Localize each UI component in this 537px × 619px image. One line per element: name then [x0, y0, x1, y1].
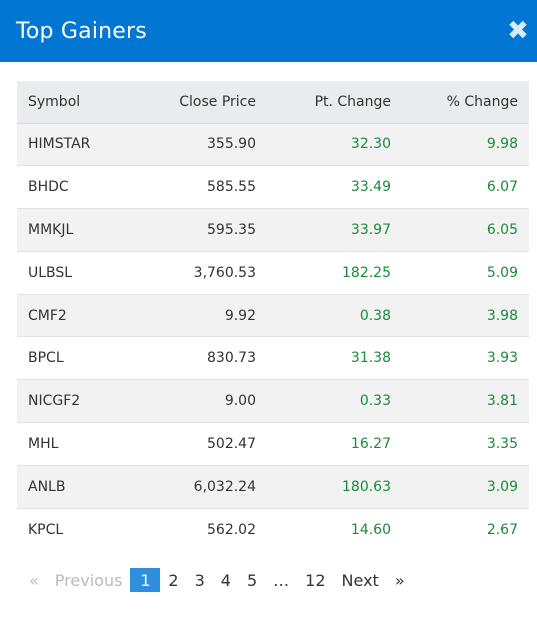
column-header-pct-change[interactable]: % Change — [402, 81, 529, 124]
column-header-close-price[interactable]: Close Price — [137, 81, 267, 124]
cell-pct-change: 3.35 — [402, 422, 529, 466]
cell-close-price: 355.90 — [137, 122, 267, 166]
table-row[interactable]: BPCL 830.73 31.38 3.93 — [17, 336, 529, 380]
cell-pct-change: 6.07 — [402, 165, 529, 209]
cell-symbol[interactable]: ULBSL — [17, 250, 137, 295]
cell-pt-change: 14.60 — [267, 507, 402, 551]
cell-pct-change: 3.98 — [402, 293, 529, 337]
table-row[interactable]: MHL 502.47 16.27 3.35 — [17, 422, 529, 466]
table-row[interactable]: NICGF2 9.00 0.33 3.81 — [17, 379, 529, 423]
cell-symbol[interactable]: NICGF2 — [17, 379, 137, 423]
page-button-12[interactable]: 12 — [305, 570, 326, 590]
gainers-table: Symbol Close Price Pt. Change % Change H… — [17, 81, 529, 551]
table-row[interactable]: MMKJL 595.35 33.97 6.05 — [17, 208, 529, 252]
cell-close-price: 3,760.53 — [137, 250, 267, 295]
pagination-ellipsis: … — [273, 570, 290, 590]
cell-pct-change: 3.93 — [402, 336, 529, 380]
cell-close-price: 830.73 — [137, 336, 267, 380]
last-page-icon[interactable]: » — [394, 570, 405, 590]
pagination: « Previous 1 2 3 4 5 … 12 Next » — [21, 567, 413, 593]
cell-close-price: 9.92 — [137, 293, 267, 337]
table-header: Symbol Close Price Pt. Change % Change — [17, 81, 529, 124]
page-button-5[interactable]: 5 — [246, 570, 258, 590]
cell-close-price: 562.02 — [137, 507, 267, 551]
cell-pt-change: 33.97 — [267, 208, 402, 252]
first-page-icon: « — [29, 570, 39, 590]
cell-pt-change: 182.25 — [267, 250, 402, 295]
column-header-pt-change[interactable]: Pt. Change — [267, 81, 402, 124]
cell-pct-change: 5.09 — [402, 250, 529, 295]
table-row[interactable]: ULBSL 3,760.53 182.25 5.09 — [17, 250, 529, 295]
modal-title: Top Gainers — [16, 18, 147, 44]
table-row[interactable]: KPCL 562.02 14.60 2.67 — [17, 507, 529, 551]
cell-pct-change: 6.05 — [402, 208, 529, 252]
cell-symbol[interactable]: HIMSTAR — [17, 122, 137, 166]
cell-close-price: 585.55 — [137, 165, 267, 209]
cell-close-price: 595.35 — [137, 208, 267, 252]
gainers-table-wrapper: Symbol Close Price Pt. Change % Change H… — [17, 81, 529, 551]
page-button-1[interactable]: 1 — [130, 568, 161, 592]
cell-close-price: 502.47 — [137, 422, 267, 466]
cell-pct-change: 9.98 — [402, 122, 529, 166]
column-header-symbol[interactable]: Symbol — [17, 81, 137, 124]
table-row[interactable]: HIMSTAR 355.90 32.30 9.98 — [17, 122, 529, 166]
cell-symbol[interactable]: MMKJL — [17, 208, 137, 252]
cell-symbol[interactable]: KPCL — [17, 507, 137, 551]
cell-pct-change: 3.81 — [402, 379, 529, 423]
cell-symbol[interactable]: BPCL — [17, 336, 137, 380]
cell-symbol[interactable]: MHL — [17, 422, 137, 466]
cell-close-price: 9.00 — [137, 379, 267, 423]
table-row[interactable]: CMF2 9.92 0.38 3.98 — [17, 293, 529, 337]
cell-pct-change: 3.09 — [402, 464, 529, 509]
cell-pt-change: 31.38 — [267, 336, 402, 380]
cell-pct-change: 2.67 — [402, 507, 529, 551]
page-button-4[interactable]: 4 — [220, 570, 231, 590]
cell-pt-change: 32.30 — [267, 122, 402, 166]
page-button-2[interactable]: 2 — [168, 570, 179, 590]
cell-symbol[interactable]: BHDC — [17, 165, 137, 209]
cell-pt-change: 0.38 — [267, 293, 402, 337]
table-row[interactable]: BHDC 585.55 33.49 6.07 — [17, 165, 529, 209]
page-button-3[interactable]: 3 — [194, 570, 205, 590]
next-page-button[interactable]: Next — [341, 570, 379, 590]
close-icon[interactable]: ✖ — [507, 16, 529, 46]
cell-pt-change: 0.33 — [267, 379, 402, 423]
cell-symbol[interactable]: CMF2 — [17, 293, 137, 337]
header-row: Symbol Close Price Pt. Change % Change — [17, 81, 529, 124]
modal-header: Top Gainers ✖ — [0, 0, 537, 62]
cell-symbol[interactable]: ANLB — [17, 464, 137, 509]
cell-pt-change: 33.49 — [267, 165, 402, 209]
cell-pt-change: 16.27 — [267, 422, 402, 466]
cell-close-price: 6,032.24 — [137, 464, 267, 509]
cell-pt-change: 180.63 — [267, 464, 402, 509]
table-row[interactable]: ANLB 6,032.24 180.63 3.09 — [17, 464, 529, 509]
previous-page-button: Previous — [54, 570, 123, 590]
table-body: HIMSTAR 355.90 32.30 9.98 BHDC 585.55 33… — [17, 122, 529, 551]
